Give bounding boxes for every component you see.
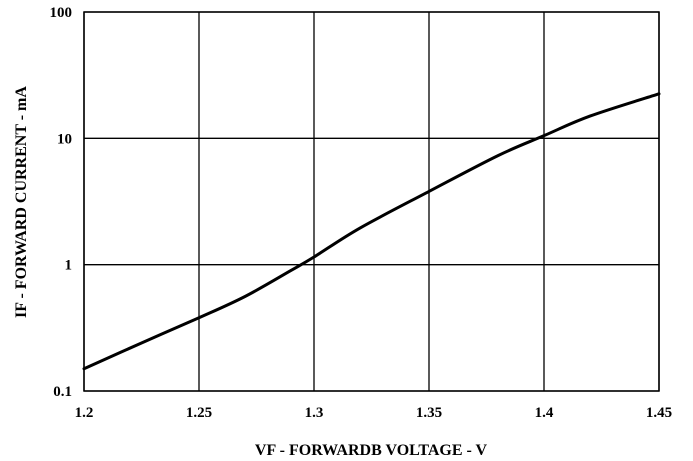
x-tick-label: 1.4 (535, 405, 554, 421)
series-line (82, 92, 661, 371)
plot-frame (83, 11, 660, 392)
x-tick-labels: 1.2 1.25 1.3 1.35 1.4 1.45 (75, 405, 673, 421)
y-tick-label: 100 (50, 5, 73, 21)
x-tick-label: 1.45 (646, 405, 672, 421)
x-tick-label: 1.2 (75, 405, 94, 421)
y-tick-label: 10 (57, 131, 72, 147)
x-tick-label: 1.35 (416, 405, 442, 421)
y-tick-label: 0.1 (53, 384, 72, 400)
x-tick-label: 1.25 (186, 405, 212, 421)
y-tick-labels: 0.1 1 10 100 (50, 5, 73, 400)
x-axis-title: VF - FORWARDB VOLTAGE - V (255, 442, 488, 459)
y-tick-label: 1 (65, 258, 73, 274)
y-axis-title: IF - FORWARD CURRENT - mA (13, 86, 30, 318)
grid (83, 11, 660, 392)
x-tick-label: 1.3 (305, 405, 324, 421)
